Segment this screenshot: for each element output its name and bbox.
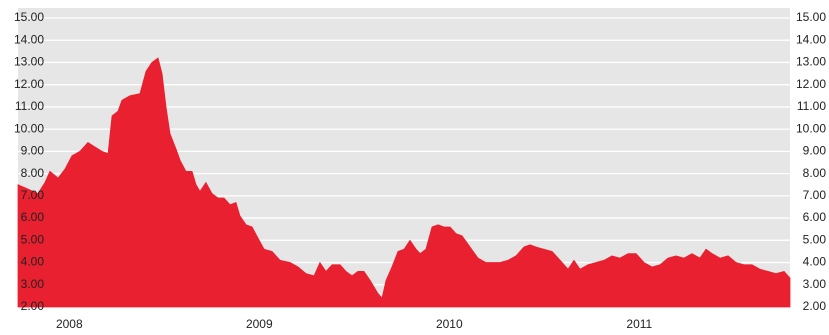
y2-tick-label: 7.00 [803, 188, 827, 202]
y-tick-label: 13.00 [14, 55, 44, 69]
x-tick-label: 2010 [436, 317, 463, 331]
y-tick-label: 11.00 [15, 99, 44, 113]
y-tick-label: 4.00 [21, 255, 45, 269]
y2-tick-label: 2.00 [803, 299, 827, 313]
x-tick-label: 2009 [246, 317, 273, 331]
area [17, 57, 791, 308]
y2-tick-label: 12.00 [796, 77, 826, 91]
y-tick-label: 15.00 [14, 10, 44, 24]
y-tick-label: 8.00 [21, 166, 45, 180]
y2-tick-label: 4.00 [803, 255, 827, 269]
x-tick-label: 2008 [56, 317, 83, 331]
y-tick-label: 2.00 [21, 299, 45, 313]
y2-tick-label: 10.00 [796, 121, 826, 135]
y-tick-label: 14.00 [14, 32, 44, 46]
y-tick-label: 10.00 [14, 121, 44, 135]
y2-tick-label: 15.00 [796, 10, 826, 24]
y-tick-label: 12.00 [14, 77, 44, 91]
y-tick-label: 6.00 [21, 210, 45, 224]
y2-tick-label: 5.00 [803, 232, 827, 246]
y2-tick-label: 8.00 [803, 166, 827, 180]
y-tick-label: 5.00 [21, 232, 45, 246]
y2-tick-label: 3.00 [803, 277, 827, 291]
y-tick-label: 3.00 [21, 277, 45, 291]
y-tick-label: 9.00 [21, 144, 45, 158]
y2-tick-label: 6.00 [803, 210, 827, 224]
y2-tick-label: 14.00 [796, 32, 826, 46]
x-tick-label: 2011 [626, 317, 652, 331]
y2-tick-label: 9.00 [803, 144, 827, 158]
y2-tick-label: 13.00 [796, 55, 826, 69]
y2-tick-label: 11.00 [797, 99, 826, 113]
y-tick-label: 7.00 [21, 188, 45, 202]
